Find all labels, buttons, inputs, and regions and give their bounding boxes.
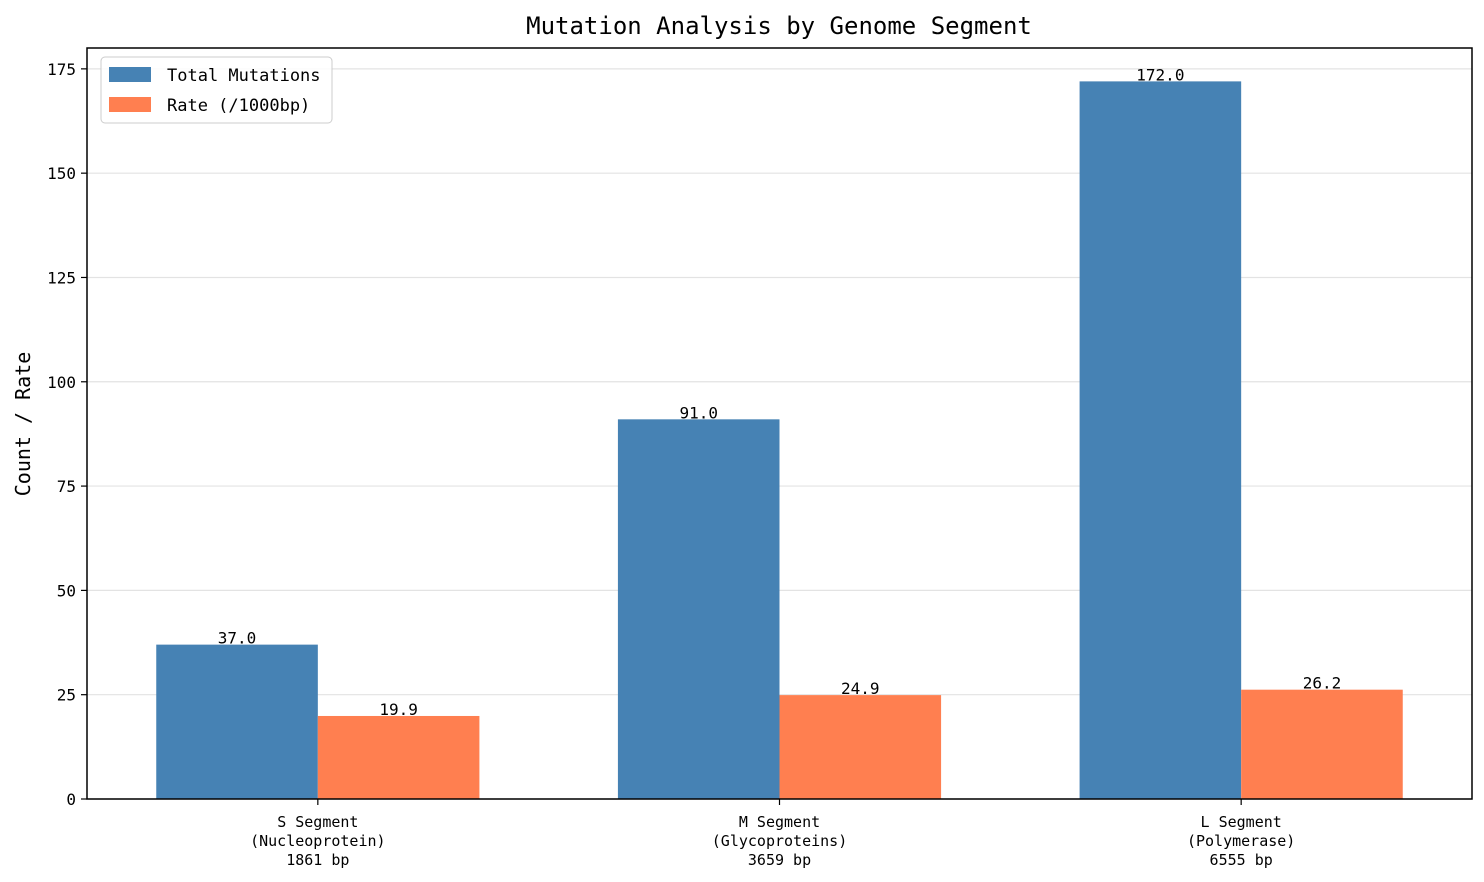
- x-tick-label: (Nucleoprotein): [250, 832, 385, 850]
- y-axis-label: Count / Rate: [11, 352, 35, 497]
- y-tick-label: 75: [57, 477, 76, 496]
- x-tick-label: 1861 bp: [286, 851, 349, 869]
- data-label: 24.9: [841, 679, 880, 698]
- data-labels: 37.0 19.9 91.0 24.9 172.0 26.2: [218, 65, 1341, 719]
- data-label: 91.0: [679, 403, 718, 422]
- y-tick-label: 25: [57, 686, 76, 705]
- y-tick-label: 100: [47, 373, 76, 392]
- chart-title: Mutation Analysis by Genome Segment: [526, 12, 1032, 40]
- x-tick-label: S Segment: [277, 813, 358, 831]
- y-tick-label: 150: [47, 164, 76, 183]
- x-tick-label: (Polymerase): [1187, 832, 1295, 850]
- bar-rate-0: [317, 715, 480, 799]
- bar-total-mutations-1: [617, 419, 780, 799]
- y-tick-label: 175: [47, 60, 76, 79]
- data-label: 37.0: [218, 629, 257, 648]
- x-tick-label: 3659 bp: [748, 851, 811, 869]
- x-tick-label: 6555 bp: [1210, 851, 1273, 869]
- y-axis-ticks: 0 25 50 75 100 125 150 175: [47, 60, 87, 809]
- data-label: 172.0: [1136, 65, 1184, 84]
- legend-swatch-total-mutations: [109, 67, 151, 82]
- data-label: 19.9: [379, 700, 418, 719]
- bar-rate-1: [779, 695, 942, 799]
- legend-label-total-mutations: Total Mutations: [167, 66, 321, 86]
- x-tick-label: L Segment: [1201, 813, 1282, 831]
- x-tick-label: (Glycoproteins): [712, 832, 847, 850]
- legend: Total Mutations Rate (/1000bp): [100, 56, 333, 124]
- x-axis-ticks: S Segment(Nucleoprotein)1861 bp M Segment…: [250, 799, 1295, 869]
- bar-total-mutations-2: [1079, 81, 1242, 799]
- y-tick-label: 50: [57, 581, 76, 600]
- y-tick-label: 0: [66, 790, 76, 809]
- bar-total-mutations-0: [156, 644, 318, 799]
- data-label: 26.2: [1303, 674, 1342, 693]
- x-tick-label: M Segment: [739, 813, 820, 831]
- legend-box: [100, 56, 333, 124]
- bars: [156, 81, 1403, 799]
- bar-rate-2: [1241, 689, 1403, 799]
- legend-swatch-rate: [109, 97, 151, 112]
- y-tick-label: 125: [47, 268, 76, 287]
- legend-label-rate: Rate (/1000bp): [167, 96, 310, 116]
